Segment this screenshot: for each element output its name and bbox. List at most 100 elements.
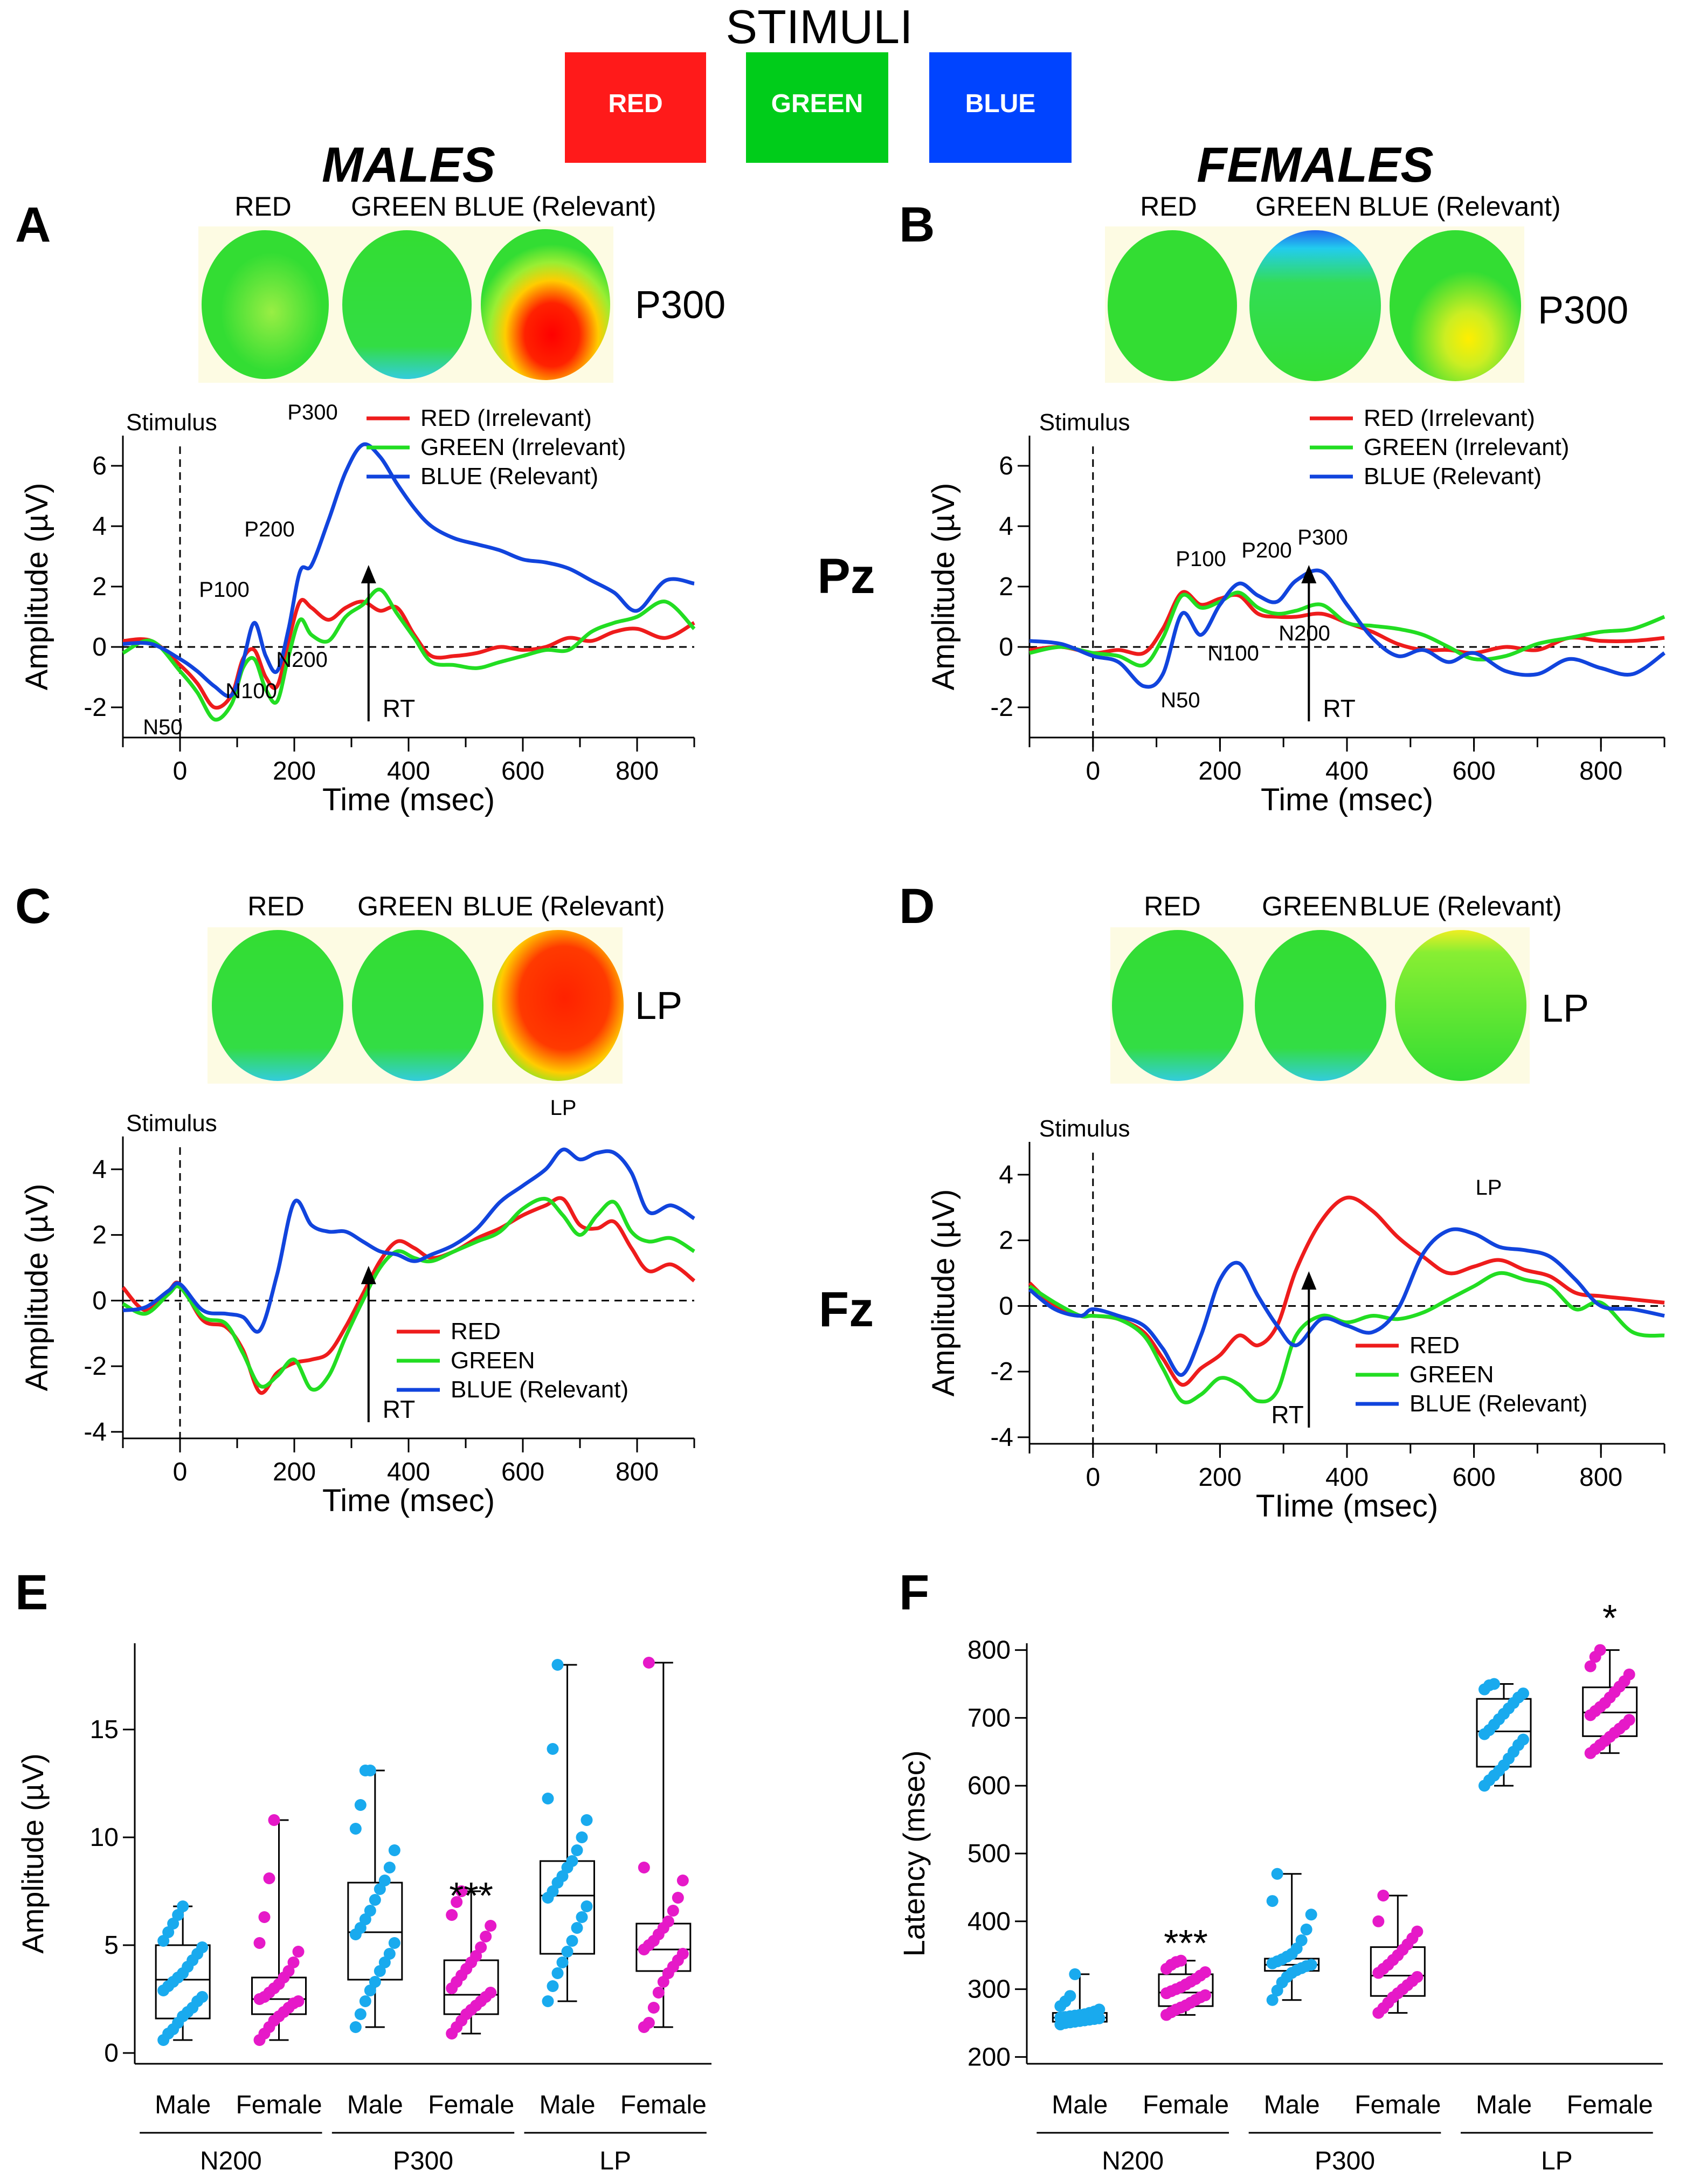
y-tick-label: 300: [968, 1975, 1011, 2004]
rt-arrowhead: [361, 1266, 376, 1284]
data-point: [359, 1995, 371, 2007]
electrode-label-fz: Fz: [819, 1282, 874, 1337]
data-point: [571, 1922, 583, 1934]
data-point: [378, 1875, 391, 1886]
x-category-label: Male: [1264, 2091, 1320, 2119]
x-axis-label: Time (msec): [322, 1483, 495, 1518]
series-line-blue: [1028, 1227, 1665, 1377]
data-point: [354, 1799, 367, 1811]
peak-label: LP: [550, 1096, 577, 1120]
map-component-label: P300: [1538, 289, 1628, 332]
erp-chart-a: 0 200 400 600 800 -2 0 2 4 6 Stimulus Time (msec) Am…: [19, 401, 696, 817]
y-tick-label: 700: [968, 1704, 1011, 1732]
legend-label: GREEN (Irrelevant): [420, 434, 626, 460]
data-point: [556, 1956, 569, 1968]
data-point: [157, 1935, 170, 1947]
y-axis-label: Amplitude (µV): [16, 1753, 50, 1954]
y-tick-label: 10: [90, 1823, 119, 1852]
group-label: N200: [1102, 2147, 1164, 2175]
data-point: [1594, 1644, 1606, 1656]
data-point: [1305, 1959, 1317, 1971]
data-point: [566, 1855, 578, 1867]
scalp-map-blue-relevant: [1390, 230, 1521, 381]
data-point: [1295, 1934, 1308, 1947]
data-point: [455, 1885, 468, 1897]
peak-label: P100: [199, 578, 249, 602]
data-point: [547, 1885, 559, 1897]
y-axis-label: Amplitude (µV): [926, 483, 961, 691]
y-tick-label: -2: [84, 693, 107, 722]
data-point: [561, 1946, 573, 1958]
y-tick-label: 600: [968, 1772, 1011, 1800]
data-point: [638, 1862, 650, 1873]
data-point: [547, 1980, 559, 1992]
y-tick-label: 400: [968, 1907, 1011, 1936]
x-category-label: Female: [620, 2091, 707, 2119]
legend-label: BLUE (Relevant): [420, 463, 598, 490]
map-component-label: LP: [635, 984, 682, 1028]
rt-label: RT: [1271, 1401, 1304, 1429]
rt-label: RT: [383, 694, 416, 722]
data-point: [1517, 1687, 1529, 1700]
data-point: [1411, 1925, 1424, 1938]
x-category-label: Female: [1355, 2091, 1441, 2119]
y-tick-label: 5: [104, 1931, 119, 1960]
y-tick-label: 2: [92, 573, 107, 601]
data-point: [676, 1948, 689, 1960]
peak-label: LP: [1476, 1176, 1502, 1200]
data-point: [542, 1793, 554, 1804]
map-component-label: LP: [1542, 987, 1589, 1030]
panel-letter-b: B: [899, 197, 935, 252]
x-category-label: Male: [347, 2091, 403, 2119]
x-tick-label: 600: [1453, 1463, 1496, 1492]
y-tick-label: 500: [968, 1839, 1011, 1868]
stimulus-swatch-green: [746, 52, 888, 163]
rt-arrowhead: [361, 565, 376, 583]
y-axis-label: Amplitude (µV): [926, 1189, 961, 1397]
map-label-green: GREEN: [357, 891, 453, 921]
x-tick-label: 800: [616, 1458, 659, 1486]
data-point: [566, 1935, 578, 1947]
erp-chart-b: 0 200 400 600 800 -2 0 2 4 6 Stimulus Time (msec) Am…: [926, 405, 1666, 817]
peak-label: N50: [1160, 688, 1200, 712]
map-label-red: RED: [234, 191, 292, 222]
series-line-red: [121, 1196, 696, 1395]
swatch-label-blue: BLUE: [965, 89, 1036, 118]
scalp-map-green: [1255, 930, 1386, 1081]
x-axis-label: Time (msec): [322, 782, 495, 817]
scalp-map-red: [202, 230, 329, 379]
data-point: [1266, 1895, 1279, 1907]
data-point: [1199, 1989, 1211, 2001]
data-point: [292, 1995, 305, 2007]
data-point: [642, 2017, 655, 2029]
x-tick-label: 0: [173, 757, 188, 786]
y-tick-label: 2: [999, 573, 1013, 601]
significance-marker: *: [1602, 1597, 1617, 1639]
data-point: [359, 1913, 371, 1925]
legend-label: GREEN: [451, 1347, 535, 1374]
data-point: [480, 1931, 492, 1942]
rt-arrowhead: [1301, 565, 1317, 583]
data-point: [551, 1659, 564, 1671]
series-line-green: [1029, 590, 1666, 668]
panel-letter-d: D: [899, 879, 935, 934]
data-point: [1175, 1954, 1187, 1967]
y-axis-label: Amplitude (µV): [19, 1184, 54, 1391]
data-point: [1623, 1714, 1635, 1726]
data-point: [253, 1937, 266, 1949]
box-chart-e: 0 5 10 15 Amplitude (µV) Male Female Male Female…: [16, 1643, 711, 2175]
y-tick-label: 6: [999, 452, 1013, 480]
series-line-green: [122, 588, 696, 722]
data-point: [542, 1995, 554, 2007]
x-axis-label: Time (msec): [1261, 782, 1433, 817]
scalp-maps-c: RED GREEN BLUE (Relevant) LP: [208, 891, 682, 1084]
data-point: [167, 1918, 179, 1930]
data-point: [383, 1862, 396, 1873]
map-label-blue-relevant: BLUE (Relevant): [462, 891, 665, 921]
stimulus-swatch-red: [565, 52, 706, 163]
scalp-map-green: [342, 230, 472, 379]
scalp-maps-b: RED GREEN BLUE (Relevant) P300: [1105, 191, 1628, 383]
data-point: [196, 1991, 209, 2003]
series-line-red: [122, 598, 695, 710]
females-heading: FEMALES: [1197, 137, 1434, 192]
